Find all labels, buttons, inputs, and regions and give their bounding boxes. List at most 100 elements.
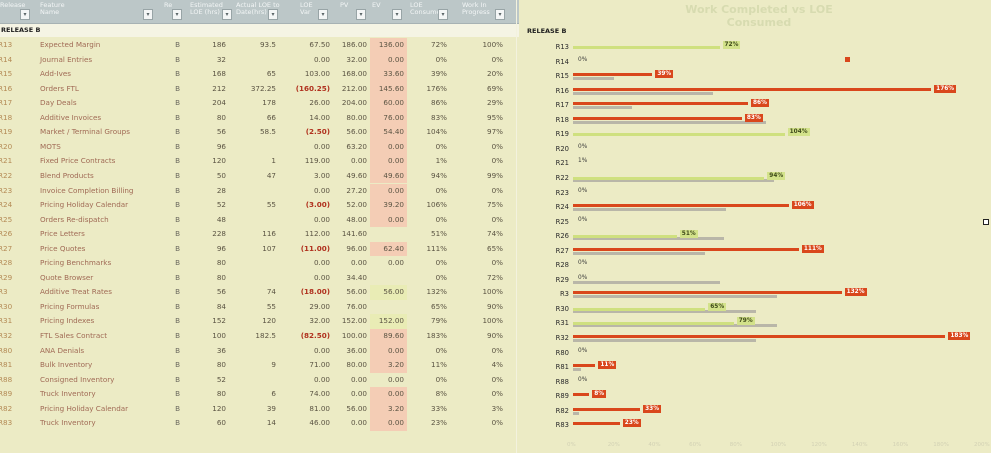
table-row[interactable]: R13 Expected Margin B 186 93.5 67.50 186.00 136…	[0, 38, 519, 53]
table-row[interactable]: R80 ANA Denials B 36 0.00 36.00 0.00 0% 0%	[0, 343, 519, 359]
category-label: R82	[555, 406, 569, 415]
cell-act: 66	[266, 112, 276, 122]
cell-id: R28	[0, 258, 13, 268]
data-label: 0%	[578, 56, 588, 63]
cell-id: R13	[0, 40, 13, 49]
cell-act: 120	[262, 316, 276, 326]
table-row[interactable]: R28 Pricing Benchmarks B 80 0.00 0.00 0.00 0% 0%	[0, 256, 519, 271]
cell-act: 58.5	[259, 127, 276, 137]
category-label: R21	[555, 159, 569, 168]
cell-rel: B	[175, 345, 180, 355]
table-row[interactable]: R29 Quote Browser B 80 0.00 34.40 0% 72%	[0, 271, 519, 286]
table-row[interactable]: R81 Bulk Inventory B 80 9 71.00 80.00 3.20 11% 4%	[0, 358, 519, 373]
cell-pv: 96.00	[346, 243, 367, 253]
cell-var: (82.50)	[300, 331, 330, 340]
filter-dropdown-loe[interactable]: ▾	[438, 9, 448, 20]
cell-est: 50	[216, 170, 226, 180]
table-row[interactable]: R32 FTL Sales Contract B 100 182.5 (82.50) 100…	[0, 329, 519, 344]
cell-name: Price Quotes	[40, 243, 86, 253]
cell-pv: 56.00	[346, 403, 367, 413]
column-header-act: Actual LOE to Date(hrs)	[236, 0, 280, 24]
column-header-ev: EV	[372, 0, 404, 24]
filter-dropdown-est[interactable]: ▾	[222, 9, 232, 20]
cell-loe: 86%	[431, 98, 447, 108]
chart-area[interactable]: Work Completed vs LOE Consumed RELEASE B…	[519, 0, 991, 453]
table-row[interactable]: R22 Blend Products B 50 47 3.00 49.60 49.60 94% 9…	[0, 168, 519, 184]
cell-rel: B	[175, 316, 180, 326]
table-row[interactable]: R17 Day Deals B 204 178 26.00 204.00 60.00 86% 29…	[0, 96, 519, 111]
table-row[interactable]: R16 Orders FTL B 212 372.25 (160.25) 212.00 145…	[0, 81, 519, 97]
data-label: 183%	[948, 332, 971, 340]
cell-var: 112.00	[304, 229, 330, 239]
filter-dropdown-act[interactable]: ▾	[268, 9, 278, 20]
cell-name: Quote Browser	[40, 272, 94, 282]
cell-wip: 4%	[491, 360, 503, 370]
cell-loe: 33%	[431, 403, 447, 413]
filter-dropdown-pv[interactable]: ▾	[356, 9, 366, 20]
data-label: 0%	[578, 143, 588, 150]
cell-est: 60	[216, 418, 226, 428]
cell-ev: 62.40	[370, 241, 407, 257]
cell-loe: 1%	[435, 156, 447, 166]
table-row[interactable]: R24 Pricing Holiday Calendar B 52 55 (3.00) 52…	[0, 198, 519, 213]
cell-ev: 54.40	[370, 125, 407, 140]
category-label: R25	[555, 217, 569, 226]
cell-wip: 90%	[487, 301, 503, 311]
cell-ev: 0.00	[370, 343, 407, 359]
table-row[interactable]: R26 Price Letters B 228 116 112.00 141.60 51% 74…	[0, 227, 519, 242]
cell-rel: B	[175, 69, 180, 79]
table-row[interactable]: R27 Price Quotes B 96 107 (11.00) 96.00 62.40 11…	[0, 241, 519, 257]
cell-wip: 100%	[482, 316, 503, 326]
cell-act: 55	[266, 200, 276, 210]
cell-id: R3	[0, 287, 8, 297]
table-row[interactable]: R82 Pricing Holiday Calendar B 120 39 81.00 56…	[0, 401, 519, 417]
bar-loe-consumed	[573, 247, 799, 251]
column-header-est: Estimated LOE (hrs)	[190, 0, 232, 24]
cell-var: 103.00	[304, 69, 330, 79]
table-row[interactable]: R19 Market / Terminal Groups B 56 58.5 (2.50)…	[0, 125, 519, 140]
filter-dropdown-var[interactable]: ▾	[318, 9, 328, 20]
bar-loe-consumed	[573, 335, 946, 338]
table-row[interactable]: R21 Fixed Price Contracts B 120 1 119.00 0.00 0…	[0, 154, 519, 169]
cell-name: Pricing Holiday Calendar	[40, 403, 129, 413]
cell-loe: 0%	[435, 214, 447, 224]
table-row[interactable]: R83 Truck Inventory B 60 14 46.00 0.00 0.00 23% 0…	[0, 416, 519, 431]
cell-var: (18.00)	[300, 287, 330, 297]
filter-dropdown-name[interactable]: ▾	[143, 9, 153, 20]
cell-pv: 100.00	[341, 331, 367, 340]
cell-id: R16	[0, 83, 13, 93]
table-row[interactable]: R89 Truck Inventory B 80 6 74.00 0.00 0.00 8% 0%	[0, 387, 519, 402]
table-row[interactable]: R15 Add-Ives B 168 65 103.00 168.00 33.60 39% 20%	[0, 67, 519, 82]
data-label: 65%	[708, 302, 727, 311]
cell-rel: B	[175, 112, 180, 122]
filter-dropdown-rel[interactable]: ▾	[172, 9, 182, 20]
cell-var: 71.00	[309, 360, 330, 370]
table-row[interactable]: R3 Additive Treat Rates B 56 74 (18.00) 56.00 5…	[0, 285, 519, 300]
filter-dropdown-wip[interactable]: ▾	[495, 9, 505, 20]
table-row[interactable]: R25 Orders Re-dispatch B 48 0.00 48.00 0.00 0% 0…	[0, 212, 519, 228]
cell-rel: B	[175, 360, 180, 370]
table-row[interactable]: R31 Pricing Indexes B 152 120 32.00 152.00 152.…	[0, 314, 519, 329]
bar-work-in-progress	[573, 309, 757, 313]
filter-dropdown-ev[interactable]: ▾	[392, 9, 402, 20]
cell-pv: 0.00	[350, 418, 367, 428]
table-row[interactable]: R14 Journal Entries B 32 0.00 32.00 0.00 0% 0%	[0, 52, 519, 68]
filter-dropdown-id[interactable]: ▾	[20, 9, 30, 20]
x-axis-tick: 160%	[892, 442, 909, 448]
cell-ev: 145.60	[370, 81, 407, 97]
bar-loe-consumed	[573, 364, 596, 368]
table-row[interactable]: R88 Consigned Inventory B 52 0.00 0.00 0.00 0% 0…	[0, 373, 519, 388]
table-row[interactable]: R18 Additive Invoices B 80 66 14.00 80.00 76.00…	[0, 110, 519, 126]
x-axis-tick: 20%	[607, 442, 620, 448]
table-row[interactable]: R30 Pricing Formulas B 84 55 29.00 76.00 65% 90%	[0, 300, 519, 315]
column-header-line1: LOE	[300, 1, 313, 9]
cell-wip: 0%	[491, 418, 503, 428]
cell-rel: B	[175, 374, 180, 384]
data-label: 11%	[598, 361, 617, 370]
cell-est: 152	[212, 316, 226, 326]
table-row[interactable]: R23 Invoice Completion Billing B 28 0.00 27.2…	[0, 183, 519, 199]
cell-wip: 95%	[487, 112, 503, 122]
table-row[interactable]: R20 MOTS B 96 0.00 63.20 0.00 0% 0%	[0, 139, 519, 155]
column-header-var: LOE Var	[300, 0, 330, 24]
chart-resize-handle[interactable]	[983, 219, 989, 225]
